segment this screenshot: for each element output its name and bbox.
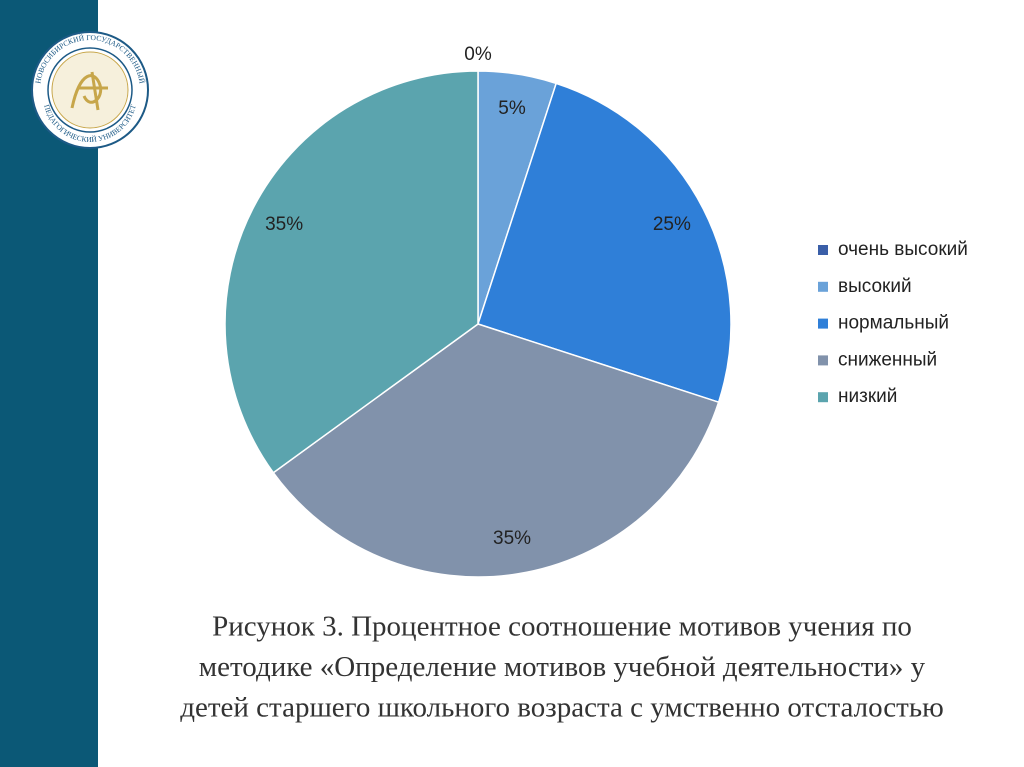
pie-slice (272, 323, 720, 578)
pie-slice (224, 70, 479, 474)
caption-line: детей старшего школьного возраста с умст… (180, 692, 944, 724)
pie: 0% 5% 25% 35% 35% (224, 44, 732, 578)
caption-line: методике «Определение мотивов учебной де… (199, 651, 926, 683)
data-label: 25% (653, 214, 691, 235)
legend-swatch (818, 281, 828, 292)
legend-label: нормальный (838, 313, 949, 334)
logo-emblem (51, 51, 129, 129)
legend-swatch (818, 392, 828, 403)
data-label: 0% (464, 44, 492, 65)
legend-label: высокий (838, 276, 912, 297)
legend-label: сниженный (838, 349, 937, 370)
logo-inner-ring (47, 47, 133, 133)
legend-label: низкий (838, 386, 897, 407)
logo-monogram (70, 71, 108, 111)
legend-swatch (818, 245, 828, 255)
data-label: 35% (265, 214, 303, 235)
legend-label: очень высокий (838, 239, 968, 260)
caption: Рисунок 3. Процентное соотношение мотиво… (180, 611, 944, 724)
data-label: 5% (498, 98, 526, 119)
legend-swatch (818, 355, 828, 366)
caption-line: Рисунок 3. Процентное соотношение мотиво… (212, 611, 912, 643)
data-label: 35% (493, 528, 531, 549)
logo: НОВОСИБИРСКИЙ ГОСУДАРСТВЕННЫЙ ПЕДАГОГИЧЕ… (31, 31, 149, 149)
pie-slice (477, 82, 732, 404)
legend-swatch (818, 318, 828, 329)
legend: очень высокий высокий нормальный сниженный н… (818, 239, 968, 407)
